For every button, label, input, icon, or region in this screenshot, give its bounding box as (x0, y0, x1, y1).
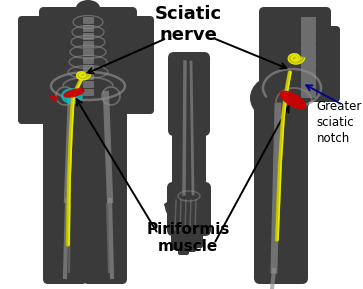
FancyBboxPatch shape (254, 94, 308, 284)
FancyBboxPatch shape (43, 79, 87, 284)
Ellipse shape (63, 88, 85, 98)
FancyBboxPatch shape (122, 16, 154, 114)
Ellipse shape (42, 72, 134, 96)
FancyBboxPatch shape (83, 81, 94, 88)
FancyBboxPatch shape (83, 89, 94, 96)
FancyBboxPatch shape (301, 53, 316, 62)
FancyBboxPatch shape (83, 33, 94, 40)
FancyBboxPatch shape (172, 123, 206, 195)
FancyBboxPatch shape (259, 7, 331, 89)
FancyBboxPatch shape (168, 52, 210, 136)
FancyBboxPatch shape (301, 26, 316, 35)
FancyBboxPatch shape (301, 35, 316, 44)
Ellipse shape (50, 95, 58, 101)
FancyBboxPatch shape (83, 65, 94, 72)
Polygon shape (164, 200, 176, 218)
FancyBboxPatch shape (83, 41, 94, 48)
Ellipse shape (280, 91, 306, 109)
FancyBboxPatch shape (18, 16, 50, 124)
FancyBboxPatch shape (192, 226, 203, 248)
FancyBboxPatch shape (167, 182, 211, 236)
Ellipse shape (76, 0, 100, 16)
Text: Piriformis
muscle: Piriformis muscle (146, 222, 230, 254)
FancyBboxPatch shape (83, 25, 94, 32)
FancyBboxPatch shape (301, 71, 316, 80)
FancyBboxPatch shape (304, 26, 340, 102)
FancyBboxPatch shape (83, 73, 94, 80)
FancyBboxPatch shape (39, 7, 137, 89)
FancyBboxPatch shape (83, 49, 94, 56)
FancyBboxPatch shape (171, 226, 182, 250)
FancyBboxPatch shape (301, 80, 316, 89)
Ellipse shape (250, 74, 310, 122)
FancyBboxPatch shape (301, 44, 316, 53)
Ellipse shape (61, 88, 83, 104)
Text: Greater
sciatic
notch: Greater sciatic notch (317, 100, 362, 145)
FancyBboxPatch shape (301, 62, 316, 71)
FancyBboxPatch shape (301, 89, 316, 98)
FancyBboxPatch shape (178, 226, 189, 255)
FancyBboxPatch shape (83, 79, 127, 284)
FancyBboxPatch shape (185, 226, 196, 252)
FancyBboxPatch shape (83, 17, 94, 24)
Text: Sciatic
nerve: Sciatic nerve (154, 5, 221, 44)
FancyBboxPatch shape (83, 57, 94, 64)
FancyBboxPatch shape (301, 17, 316, 26)
